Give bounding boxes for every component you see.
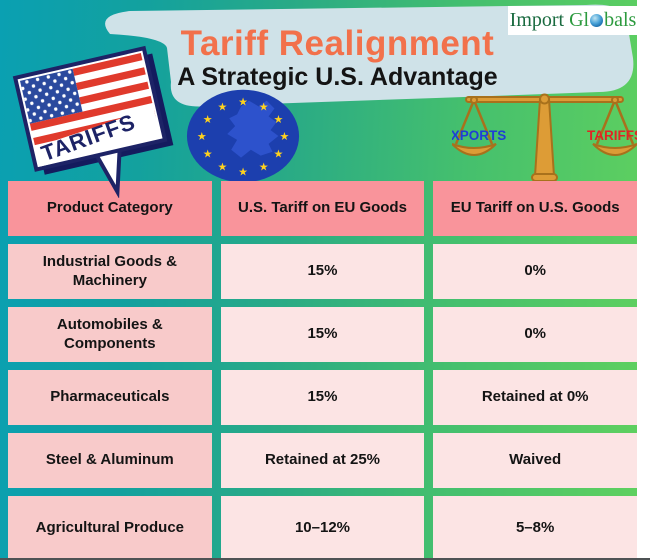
category-cell: Automobiles & Components <box>8 307 212 362</box>
page-title: Tariff Realignment <box>180 24 495 63</box>
import-globals-logo: Import Gl bals <box>508 6 638 35</box>
europe-map-shape <box>227 100 279 158</box>
svg-text:★: ★ <box>259 161 269 173</box>
brush-stroke-band <box>105 4 634 107</box>
svg-text:★: ★ <box>279 131 289 143</box>
us-flag-tariffs-sign: TARIFFS <box>12 45 174 198</box>
svg-text:★: ★ <box>259 101 269 113</box>
eu-flag-icon: ★ ★ ★ ★ ★ ★ ★ ★ ★ ★ ★ ★ <box>186 89 300 183</box>
eu-tariff-cell: Waived <box>433 433 637 488</box>
column-header-eu-tariff: EU Tariff on U.S. Goods <box>433 181 637 236</box>
category-cell: Agricultural Produce <box>8 496 212 560</box>
us-tariff-cell: 10–12% <box>220 496 425 560</box>
logo-word-import: Import <box>509 9 565 31</box>
tariff-table: Product Category U.S. Tariff on EU Goods… <box>8 181 637 560</box>
tariffs-pan <box>592 143 637 156</box>
us-tariff-cell: Retained at 25% <box>220 433 425 488</box>
bottom-edge-line <box>0 558 650 560</box>
category-cell: Pharmaceuticals <box>8 370 212 425</box>
globe-icon <box>590 14 604 27</box>
svg-text:★: ★ <box>218 161 228 173</box>
svg-text:★: ★ <box>238 97 248 109</box>
eu-stars: ★ ★ ★ ★ ★ ★ ★ ★ ★ ★ ★ ★ <box>197 97 290 179</box>
us-tariff-cell: 15% <box>220 370 425 425</box>
eu-tariff-cell: 0% <box>433 244 637 299</box>
exports-pan <box>452 143 497 156</box>
us-tariff-cell: 15% <box>220 244 425 299</box>
balance-scale-icon: EXPORTS TARIFFS <box>452 93 637 182</box>
logo-word-bals: bals <box>604 9 637 31</box>
svg-text:★: ★ <box>203 114 213 126</box>
eu-tariff-cell: Retained at 0% <box>433 370 637 425</box>
logo-word-gl: Gl <box>569 9 590 31</box>
svg-text:★: ★ <box>274 114 284 126</box>
us-tariff-cell: 15% <box>220 307 425 362</box>
sign-label-backdrop <box>35 107 161 167</box>
column-header-product-category: Product Category <box>8 181 212 236</box>
column-header-us-tariff: U.S. Tariff on EU Goods <box>220 181 425 236</box>
page-subtitle: A Strategic U.S. Advantage <box>177 63 498 91</box>
eu-tariff-cell: 5–8% <box>433 496 637 560</box>
svg-text:★: ★ <box>203 149 213 161</box>
svg-text:★: ★ <box>274 149 284 161</box>
category-cell: Steel & Aluminum <box>8 433 212 488</box>
eu-tariff-cell: 0% <box>433 307 637 362</box>
category-cell: Industrial Goods & Machinery <box>8 244 212 299</box>
exports-pan-label: EXPORTS <box>452 128 506 143</box>
svg-text:★: ★ <box>218 101 228 113</box>
tariffs-pan-label: TARIFFS <box>587 128 637 143</box>
svg-text:★: ★ <box>238 166 248 178</box>
svg-text:★: ★ <box>197 131 207 143</box>
